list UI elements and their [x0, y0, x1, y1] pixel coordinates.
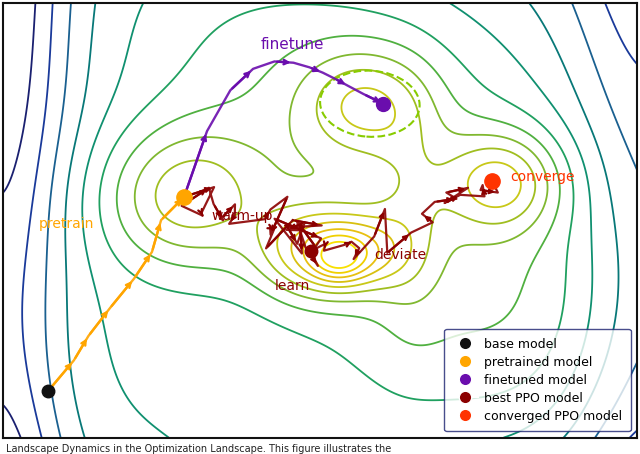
Text: learn: learn	[275, 279, 310, 293]
Text: pretrain: pretrain	[39, 217, 95, 231]
Text: deviate: deviate	[374, 248, 426, 262]
Text: finetune: finetune	[261, 37, 324, 52]
Text: Landscape Dynamics in the Optimization Landscape. This figure illustrates the: Landscape Dynamics in the Optimization L…	[6, 444, 392, 454]
Legend: base model, pretrained model, finetuned model, best PPO model, converged PPO mod: base model, pretrained model, finetuned …	[444, 329, 631, 431]
Text: converge: converge	[510, 170, 575, 184]
Text: warm-up: warm-up	[211, 209, 273, 223]
